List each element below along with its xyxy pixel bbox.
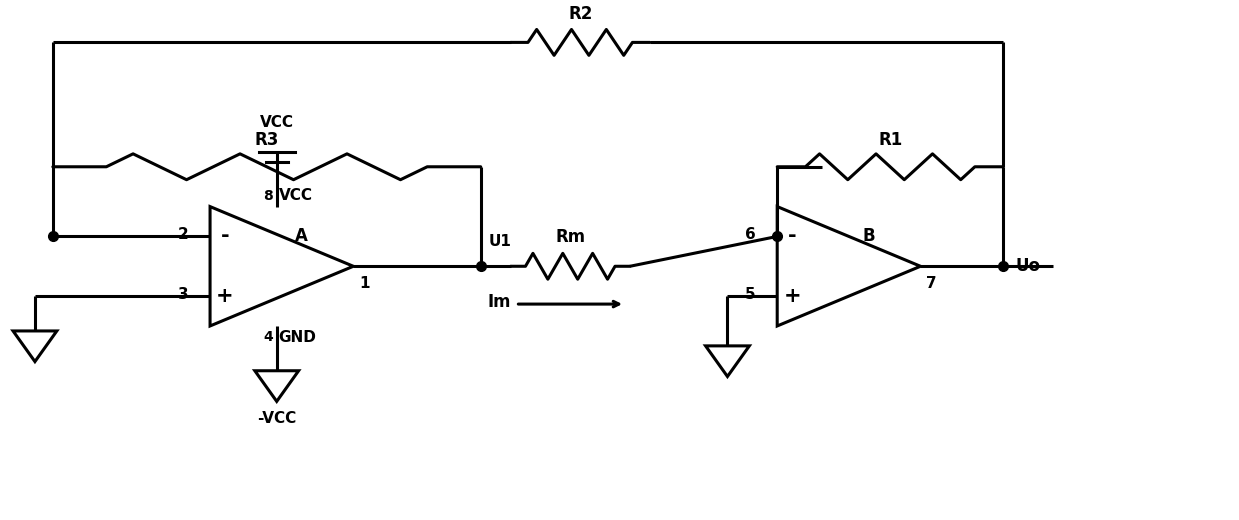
Text: A: A	[295, 227, 309, 245]
Text: 3: 3	[177, 287, 188, 302]
Text: R3: R3	[254, 131, 279, 149]
Text: R2: R2	[567, 5, 592, 22]
Text: U1: U1	[488, 235, 512, 250]
Text: R1: R1	[878, 131, 902, 149]
Text: Uo: Uo	[1015, 257, 1040, 275]
Text: Rm: Rm	[555, 228, 585, 246]
Text: Im: Im	[487, 293, 510, 311]
Text: 7: 7	[927, 276, 937, 291]
Text: 5: 5	[745, 287, 756, 302]
Text: VCC: VCC	[260, 115, 294, 130]
Text: 1: 1	[359, 276, 369, 291]
Text: 8: 8	[263, 189, 273, 203]
Text: 4: 4	[263, 330, 273, 344]
Text: -: -	[221, 226, 229, 246]
Text: -VCC: -VCC	[258, 411, 296, 425]
Text: GND: GND	[279, 330, 317, 345]
Text: 2: 2	[177, 227, 188, 242]
Text: -: -	[788, 226, 797, 246]
Text: B: B	[862, 227, 875, 245]
Text: 6: 6	[745, 227, 756, 242]
Text: +: +	[783, 286, 800, 306]
Text: +: +	[216, 286, 234, 306]
Text: VCC: VCC	[279, 188, 312, 203]
